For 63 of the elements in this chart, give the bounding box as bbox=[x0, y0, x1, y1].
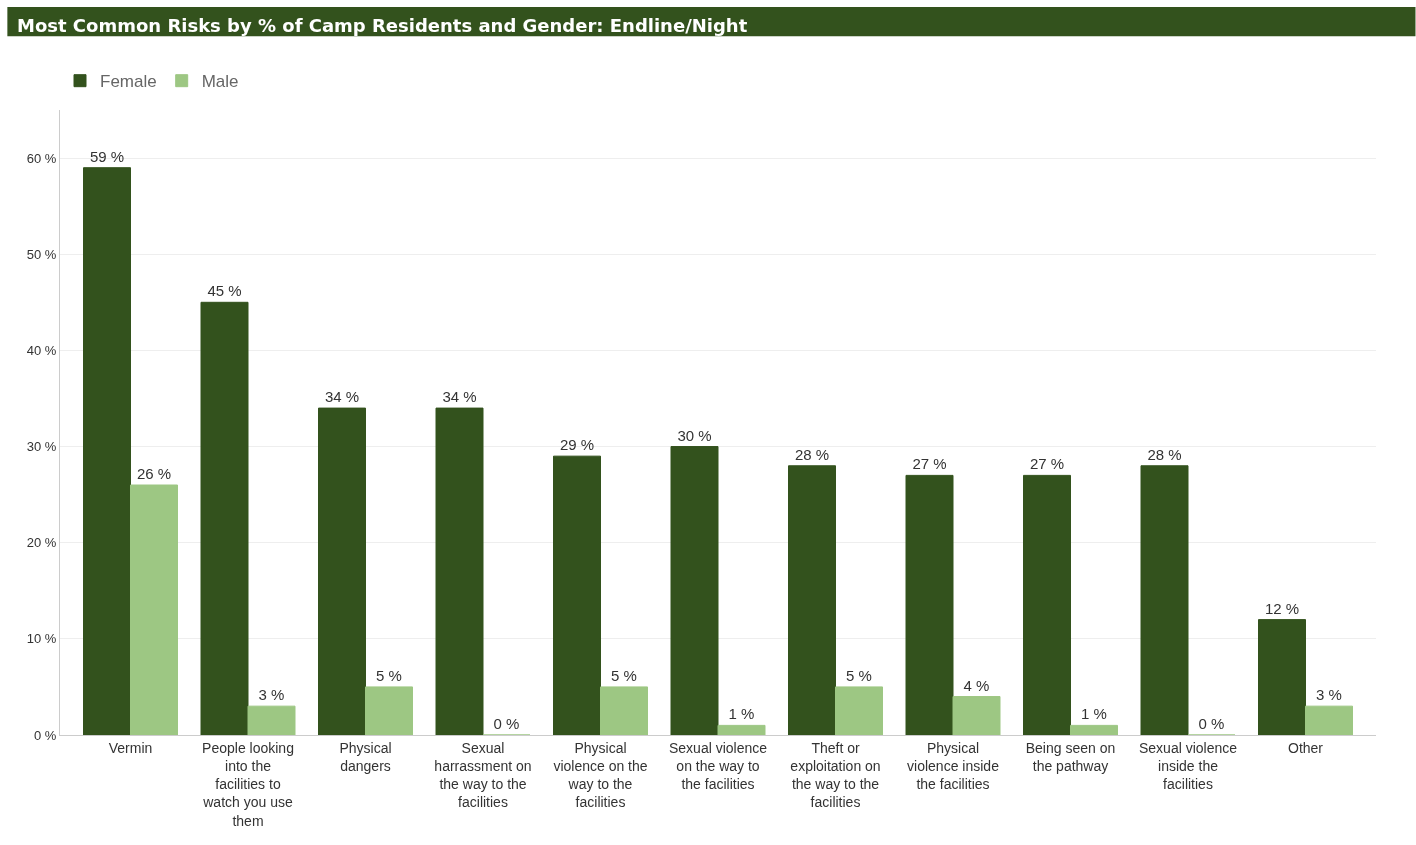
y-tick-label: 20 % bbox=[26, 535, 57, 551]
y-tick-label: 60 % bbox=[26, 150, 57, 166]
data-label: 45 % bbox=[207, 282, 242, 300]
bar bbox=[247, 705, 296, 735]
data-label: 5 % bbox=[611, 666, 637, 684]
bar bbox=[600, 686, 648, 735]
data-label: 34 % bbox=[324, 388, 360, 406]
bar bbox=[952, 696, 1001, 735]
bar bbox=[365, 686, 413, 735]
bar bbox=[1023, 474, 1071, 735]
bar bbox=[83, 167, 131, 735]
data-label: 0 % bbox=[1198, 715, 1225, 732]
x-tick-label: Other bbox=[1287, 739, 1324, 756]
bar bbox=[435, 407, 484, 735]
data-label: 4 % bbox=[963, 676, 990, 694]
data-label: 5 % bbox=[846, 666, 872, 684]
y-tick-label: 10 % bbox=[26, 631, 57, 647]
x-tick-label: Physical violence inside the facilities bbox=[907, 739, 1000, 793]
x-tick-label: Physical dangers bbox=[339, 739, 392, 774]
chart-title: Most Common Risks by % of Camp Residents and Gender: Endline/Night bbox=[16, 14, 748, 36]
bar bbox=[905, 474, 954, 735]
data-label: 1 % bbox=[728, 705, 755, 723]
bar bbox=[717, 724, 766, 735]
y-tick-label: 30 % bbox=[26, 439, 57, 455]
x-tick-label: Being seen on the pathway bbox=[1025, 739, 1116, 774]
y-tick-label: 50 % bbox=[26, 246, 57, 262]
data-label: 3 % bbox=[258, 686, 285, 704]
bar bbox=[1258, 619, 1306, 735]
x-tick-label: Sexual violence on the way to the facilities bbox=[668, 739, 768, 793]
data-label: 27 % bbox=[1029, 455, 1065, 473]
data-label: 28 % bbox=[794, 445, 830, 463]
data-label: 1 % bbox=[1081, 705, 1107, 723]
data-label: 34 % bbox=[442, 388, 477, 406]
data-label: 29 % bbox=[559, 436, 595, 454]
bar bbox=[835, 686, 883, 735]
data-label: 27 % bbox=[912, 455, 947, 473]
data-label: 0 % bbox=[493, 715, 520, 732]
bar bbox=[1140, 465, 1189, 735]
bar bbox=[200, 301, 249, 735]
x-tick-label: Physical violence on the way to the facilities bbox=[553, 739, 648, 811]
legend-label: Male bbox=[201, 72, 239, 92]
x-tick-label: Theft or exploitation on the way to the facilities bbox=[790, 739, 881, 811]
legend-label: Female bbox=[100, 72, 157, 92]
bar bbox=[1305, 705, 1353, 735]
x-tick-label: Sexual violence inside the facilities bbox=[1138, 739, 1238, 793]
data-label: 59 % bbox=[89, 147, 125, 165]
bar bbox=[318, 407, 366, 735]
data-label: 28 % bbox=[1147, 445, 1182, 463]
bar bbox=[670, 446, 719, 735]
x-tick-label: People looking into the facilities to watch you use them bbox=[202, 739, 294, 829]
bar bbox=[788, 465, 836, 735]
bar bbox=[553, 455, 601, 735]
bar bbox=[1070, 724, 1118, 735]
bar bbox=[130, 484, 178, 735]
y-tick-label: 40 % bbox=[26, 342, 57, 358]
data-label: 12 % bbox=[1264, 599, 1300, 617]
data-label: 26 % bbox=[136, 465, 172, 482]
y-tick-label: 0 % bbox=[33, 727, 57, 743]
data-label: 5 % bbox=[376, 666, 402, 684]
x-tick-label: Vermin bbox=[108, 739, 153, 756]
data-label: 3 % bbox=[1316, 686, 1342, 704]
data-label: 30 % bbox=[677, 426, 712, 444]
x-tick-label: Sexual harrassment on the way to the facilities bbox=[434, 739, 532, 811]
